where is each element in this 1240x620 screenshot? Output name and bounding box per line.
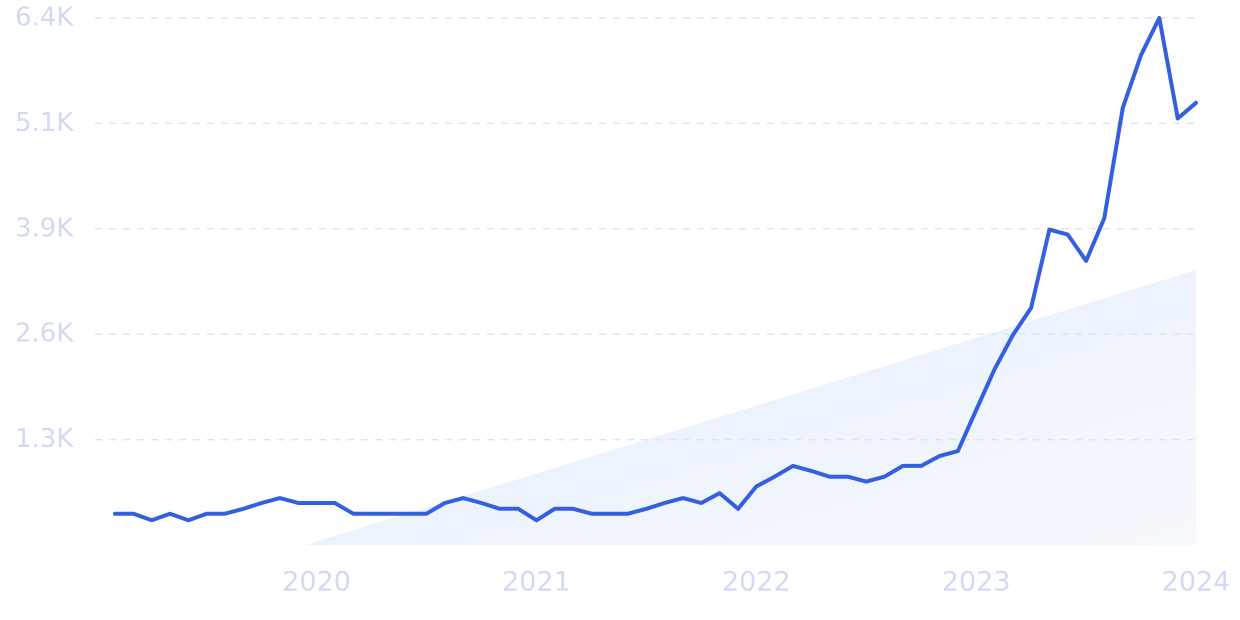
trend-shade: [305, 270, 1196, 545]
x-tick-label: 2020: [282, 567, 351, 598]
data-line: [113, 16, 1198, 523]
y-tick-label: 5.1K: [15, 108, 74, 138]
x-tick-label: 2023: [942, 567, 1011, 598]
x-tick-label: 2024: [1162, 567, 1231, 598]
x-tick-label: 2021: [502, 567, 571, 598]
y-tick-label: 1.3K: [15, 424, 74, 454]
y-tick-label: 3.9K: [15, 213, 74, 243]
y-tick-label: 2.6K: [15, 319, 74, 349]
x-tick-label: 2022: [722, 567, 791, 598]
y-tick-label: 6.4K: [15, 3, 74, 33]
